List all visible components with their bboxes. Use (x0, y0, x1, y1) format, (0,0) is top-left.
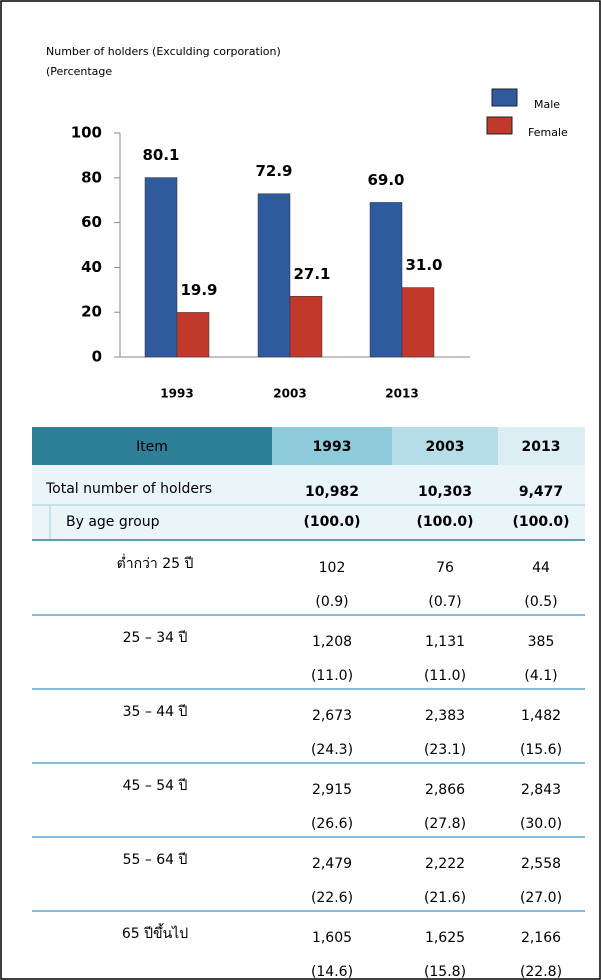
row-share: (15.8) (424, 964, 466, 980)
y-tick-label: 20 (81, 303, 102, 321)
row-share: (0.7) (428, 594, 461, 610)
legend-swatch (491, 88, 518, 107)
bar (144, 177, 178, 358)
row-label: ต่ำกว่า 25 ปี (117, 554, 194, 572)
row-share: (0.5) (524, 594, 557, 610)
row-count: 1,482 (521, 708, 561, 724)
row-share: (0.9) (315, 594, 348, 610)
row-count: 102 (319, 560, 346, 576)
legend-label: Female (528, 126, 568, 139)
y-tick-label: 0 (92, 348, 102, 366)
row-count: 1,605 (312, 930, 352, 946)
row-share: (24.3) (311, 742, 353, 758)
header-text: 2013 (522, 439, 561, 455)
y-tick-label: 40 (81, 258, 102, 276)
x-tick-label: 2003 (273, 387, 306, 401)
subtotal-value: (100.0) (512, 514, 569, 530)
header-text: 2003 (426, 439, 465, 455)
row-count: 2,166 (521, 930, 561, 946)
row-count: 2,866 (425, 782, 465, 798)
row-count: 1,131 (425, 634, 465, 650)
row-label: 55 – 64 ปี (123, 852, 188, 868)
bar (401, 287, 435, 358)
row-share: (11.0) (311, 668, 353, 684)
row-share: (27.0) (520, 890, 562, 906)
row-count: 76 (436, 560, 454, 576)
row-share: (11.0) (424, 668, 466, 684)
row-count: 2,479 (312, 856, 352, 872)
bar-value-label: 19.9 (180, 281, 217, 299)
header-text: Item (136, 439, 168, 455)
row-share: (23.1) (424, 742, 466, 758)
legend-label: Male (534, 98, 560, 111)
row-label: 25 – 34 ปี (123, 630, 188, 646)
total-value: 10,303 (418, 484, 472, 500)
row-label: 45 – 54 ปี (123, 778, 188, 794)
x-tick-label: 1993 (160, 387, 193, 401)
subtotal-label: By age group (66, 514, 160, 530)
y-tick-label: 80 (81, 168, 102, 186)
bar (257, 193, 291, 358)
chart-subtitle: (Percentage (46, 65, 112, 78)
row-count: 2,558 (521, 856, 561, 872)
row-share: (4.1) (524, 668, 557, 684)
row-share: (21.6) (424, 890, 466, 906)
row-share: (15.6) (520, 742, 562, 758)
row-count: 2,383 (425, 708, 465, 724)
row-count: 2,673 (312, 708, 352, 724)
bar (369, 202, 403, 358)
header-cell (392, 427, 498, 465)
row-label: 35 – 44 ปี (123, 704, 188, 720)
subtotal-value: (100.0) (416, 514, 473, 530)
row-count: 2,843 (521, 782, 561, 798)
bar-value-label: 80.1 (142, 146, 179, 164)
row-count: 1,625 (425, 930, 465, 946)
row-share: (27.8) (424, 816, 466, 832)
row-count: 44 (532, 560, 550, 576)
total-value: 9,477 (519, 484, 563, 500)
row-share: (22.6) (311, 890, 353, 906)
row-share: (26.6) (311, 816, 353, 832)
y-tick-label: 100 (71, 124, 102, 142)
x-tick-label: 2013 (385, 387, 418, 401)
bar-value-label: 31.0 (405, 256, 442, 274)
total-value: 10,982 (305, 484, 359, 500)
bar (289, 296, 323, 358)
subtotal-value: (100.0) (303, 514, 360, 530)
row-label: 65 ปีขึ้นไป (122, 923, 188, 942)
row-count: 2,222 (425, 856, 465, 872)
row-count: 2,915 (312, 782, 352, 798)
header-text: 1993 (313, 439, 352, 455)
header-cell (32, 427, 272, 465)
row-count: 385 (528, 634, 555, 650)
bar-value-label: 27.1 (293, 265, 330, 283)
row-share: (30.0) (520, 816, 562, 832)
y-tick-label: 60 (81, 213, 102, 231)
header-cell (498, 427, 585, 465)
chart-title: Number of holders (Exculding corporation… (46, 45, 281, 58)
total-band (32, 465, 585, 540)
bar (176, 312, 210, 358)
row-count: 1,208 (312, 634, 352, 650)
header-cell (272, 427, 392, 465)
row-share: (14.6) (311, 964, 353, 980)
bar-value-label: 69.0 (367, 171, 404, 189)
legend-swatch (486, 116, 513, 135)
total-label: Total number of holders (45, 481, 212, 497)
bar-value-label: 72.9 (255, 162, 292, 180)
row-share: (22.8) (520, 964, 562, 980)
